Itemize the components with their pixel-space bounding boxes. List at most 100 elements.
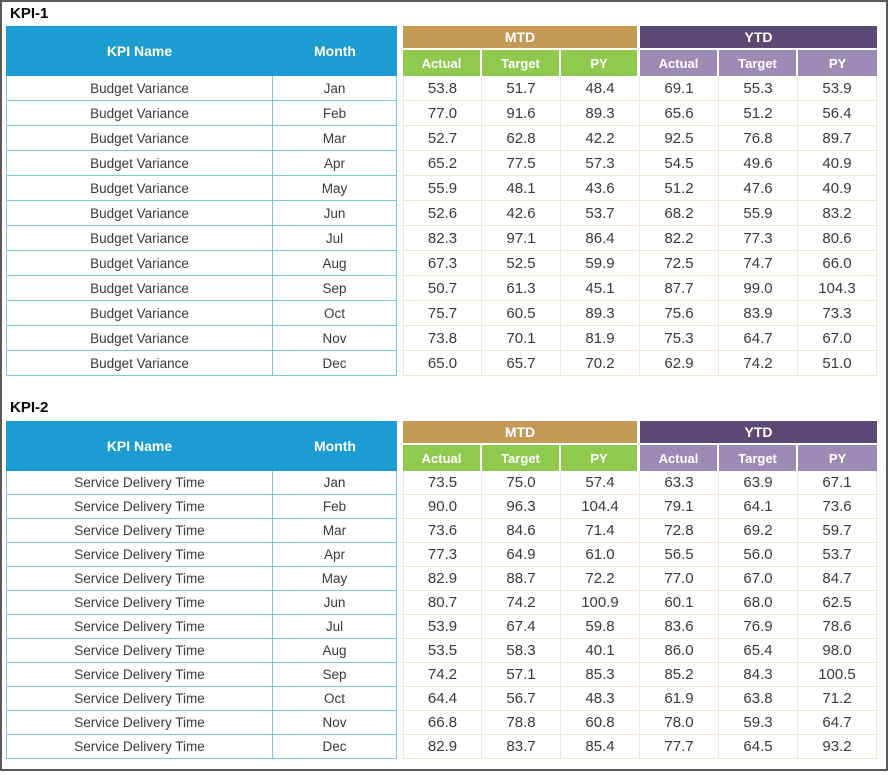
value-cell: 51.2 [719,101,798,126]
value-cell: 48.3 [561,687,640,711]
month-cell: Oct [273,301,397,326]
kpi-name-cell: Service Delivery Time [6,567,273,591]
ytd-actual-header: Actual [640,445,719,471]
month-cell: Jan [273,76,397,101]
value-cell: 58.3 [482,639,561,663]
value-cell: 50.7 [403,276,482,301]
value-cell: 51.0 [798,351,877,376]
kpi-name-cell: Service Delivery Time [6,735,273,759]
month-cell: Sep [273,663,397,687]
kpi-1-data-columns: MTD YTD Actual Target PY Actual Target P… [403,26,877,376]
value-cell: 79.1 [640,495,719,519]
kpi-name-cell: Budget Variance [6,301,273,326]
value-cell: 100.9 [561,591,640,615]
value-cell: 53.5 [403,639,482,663]
value-cell: 83.6 [640,615,719,639]
value-cell: 75.6 [640,301,719,326]
value-cell: 83.7 [482,735,561,759]
kpi-name-cell: Budget Variance [6,126,273,151]
ytd-group-header: YTD [640,26,877,50]
value-cell: 66.0 [798,251,877,276]
kpi-name-header: KPI Name [6,421,273,471]
ytd-py-header: PY [798,50,877,76]
value-cell: 77.3 [719,226,798,251]
value-cell: 76.8 [719,126,798,151]
value-cell: 73.8 [403,326,482,351]
month-cell: Jul [273,615,397,639]
value-cell: 87.7 [640,276,719,301]
value-cell: 64.7 [798,711,877,735]
value-cell: 89.3 [561,301,640,326]
kpi-name-cell: Budget Variance [6,226,273,251]
value-cell: 62.9 [640,351,719,376]
value-cell: 65.7 [482,351,561,376]
kpi-name-cell: Budget Variance [6,76,273,101]
kpi-name-cell: Service Delivery Time [6,495,273,519]
kpi-2-left-columns: KPI Name Month Service Delivery Time Jan S… [6,421,397,759]
value-cell: 78.8 [482,711,561,735]
value-cell: 48.4 [561,76,640,101]
value-cell: 85.4 [561,735,640,759]
value-cell: 43.6 [561,176,640,201]
kpi-name-cell: Service Delivery Time [6,471,273,495]
value-cell: 92.5 [640,126,719,151]
value-cell: 59.3 [719,711,798,735]
value-cell: 68.0 [719,591,798,615]
month-cell: Aug [273,251,397,276]
mtd-target-header: Target [482,50,561,76]
ytd-target-header: Target [719,50,798,76]
value-cell: 70.2 [561,351,640,376]
value-cell: 42.2 [561,126,640,151]
kpi-2-title: KPI-2 [10,399,49,416]
value-cell: 59.8 [561,615,640,639]
value-cell: 82.3 [403,226,482,251]
value-cell: 60.8 [561,711,640,735]
value-cell: 65.0 [403,351,482,376]
value-cell: 74.2 [719,351,798,376]
value-cell: 60.1 [640,591,719,615]
value-cell: 77.7 [640,735,719,759]
value-cell: 42.6 [482,201,561,226]
kpi-1-section: KPI-1 KPI Name Month Budget Variance Jan B… [2,4,886,376]
value-cell: 59.7 [798,519,877,543]
value-cell: 59.9 [561,251,640,276]
kpi-name-cell: Budget Variance [6,101,273,126]
value-cell: 72.5 [640,251,719,276]
value-cell: 89.7 [798,126,877,151]
value-cell: 104.3 [798,276,877,301]
kpi-1-title: KPI-1 [10,5,49,22]
value-cell: 76.9 [719,615,798,639]
value-cell: 86.4 [561,226,640,251]
month-cell: May [273,567,397,591]
value-cell: 97.1 [482,226,561,251]
value-cell: 78.6 [798,615,877,639]
value-cell: 73.6 [403,519,482,543]
value-cell: 75.7 [403,301,482,326]
kpi-name-cell: Budget Variance [6,276,273,301]
value-cell: 69.1 [640,76,719,101]
month-cell: Nov [273,326,397,351]
value-cell: 82.9 [403,567,482,591]
value-cell: 78.0 [640,711,719,735]
value-cell: 96.3 [482,495,561,519]
kpi-1-table: KPI Name Month Budget Variance Jan Budget … [6,26,886,376]
value-cell: 82.9 [403,735,482,759]
value-cell: 48.1 [482,176,561,201]
value-cell: 54.5 [640,151,719,176]
value-cell: 81.9 [561,326,640,351]
value-cell: 57.3 [561,151,640,176]
value-cell: 53.7 [798,543,877,567]
value-cell: 72.8 [640,519,719,543]
value-cell: 72.2 [561,567,640,591]
value-cell: 83.2 [798,201,877,226]
month-cell: Aug [273,639,397,663]
kpi-name-cell: Budget Variance [6,351,273,376]
value-cell: 71.2 [798,687,877,711]
kpi-name-header: KPI Name [6,26,273,76]
value-cell: 40.9 [798,151,877,176]
value-cell: 66.8 [403,711,482,735]
ytd-actual-header: Actual [640,50,719,76]
value-cell: 63.3 [640,471,719,495]
value-cell: 53.9 [798,76,877,101]
value-cell: 60.5 [482,301,561,326]
